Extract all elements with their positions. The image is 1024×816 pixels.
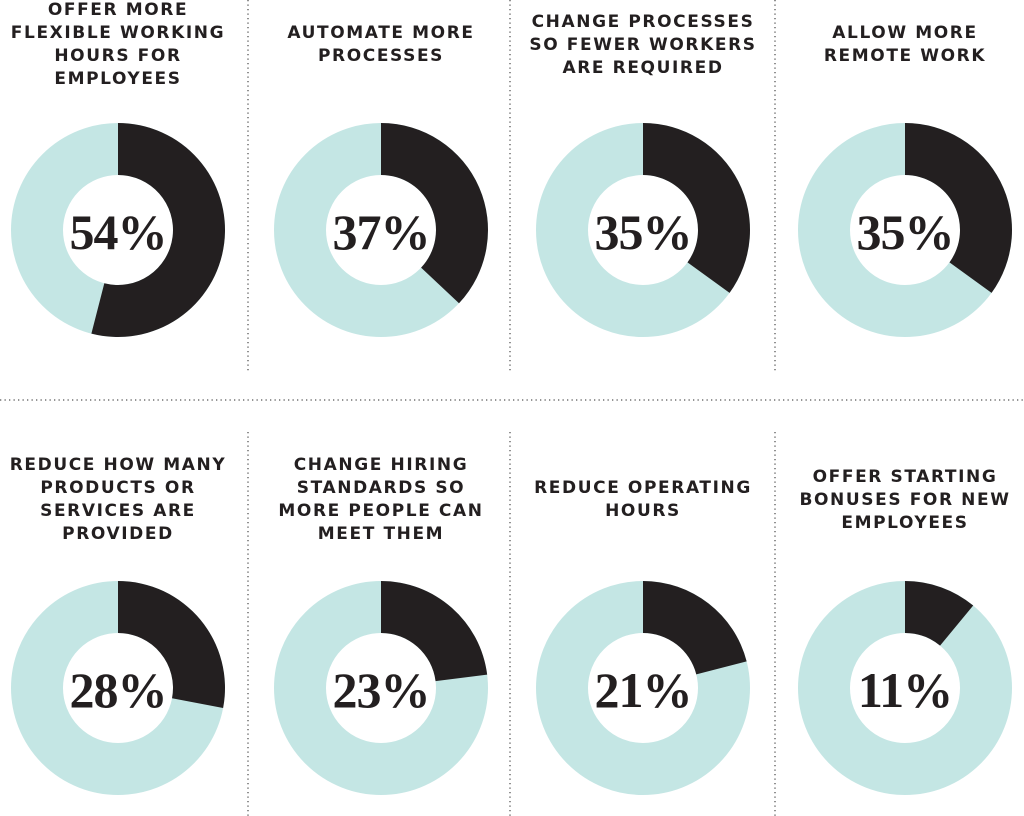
donut-segment [381, 581, 488, 682]
donut-segment [91, 123, 226, 337]
value-label: 28% [70, 662, 167, 718]
value-label: 35% [857, 204, 954, 260]
chart-title: OFFER MORE FLEXIBLE WORKING HOURS FOR EM… [10, 0, 226, 89]
donut-segment [118, 581, 226, 709]
chart-title: ALLOW MORE REMOTE WORK [823, 23, 987, 66]
donut-segment [643, 581, 747, 675]
value-label: 54% [70, 204, 167, 260]
chart-title: REDUCE OPERATING HOURS [534, 478, 752, 521]
value-label: 11% [858, 662, 952, 718]
donut-segment [905, 581, 974, 646]
value-label: 35% [595, 204, 692, 260]
chart-title: REDUCE HOW MANY PRODUCTS OR SERVICES ARE… [9, 455, 227, 544]
donut-segment [643, 123, 750, 293]
chart-title: CHANGE PROCESSES SO FEWER WORKERS ARE RE… [529, 11, 757, 78]
value-label: 37% [333, 204, 430, 260]
chart-title: OFFER STARTING BONUSES FOR NEW EMPLOYEES [799, 466, 1011, 533]
value-label: 23% [333, 662, 430, 718]
chart-title: AUTOMATE MORE PROCESSES [287, 23, 475, 66]
chart-title: CHANGE HIRING STANDARDS SO MORE PEOPLE C… [278, 455, 484, 544]
value-label: 21% [595, 662, 692, 718]
donut-segment [381, 123, 488, 304]
donut-segment [905, 123, 1012, 293]
